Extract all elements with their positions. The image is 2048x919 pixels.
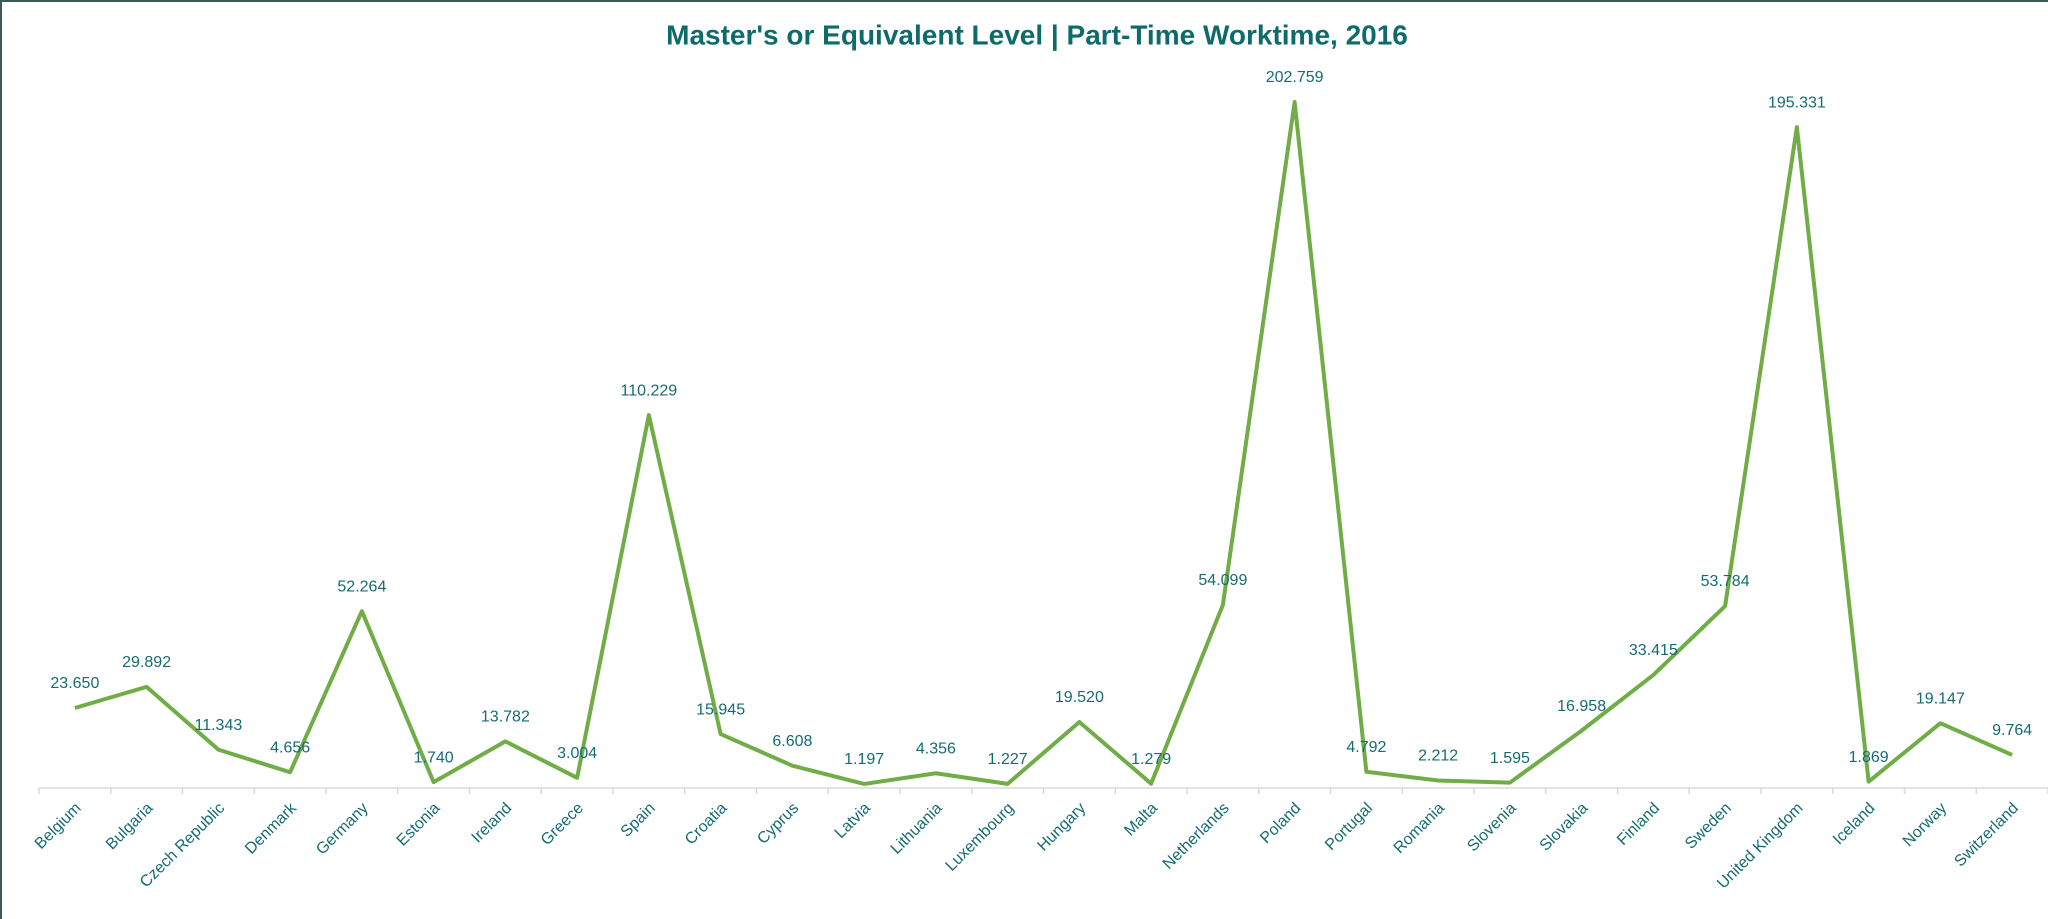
x-tick-label: Croatia: [682, 800, 731, 849]
x-tick-label: Romania: [1391, 800, 1448, 857]
data-label: 19.147: [1916, 690, 1965, 707]
x-tick-label: Netherlands: [1160, 800, 1233, 873]
x-tick-label: Portugal: [1322, 800, 1376, 854]
x-tick-label: Ireland: [469, 800, 516, 847]
data-label: 3.004: [557, 745, 597, 762]
data-label: 1.869: [1849, 749, 1889, 766]
x-tick-label: Denmark: [242, 799, 301, 858]
data-label: 23.650: [50, 675, 99, 692]
x-tick-label: Luxembourg: [943, 800, 1018, 875]
x-tick-label: Lithuania: [888, 800, 946, 858]
data-label: 195.331: [1768, 94, 1826, 111]
data-label: 6.608: [772, 733, 812, 750]
x-tick-label: Cyprus: [754, 800, 802, 848]
x-tick-label: Belgium: [32, 800, 85, 853]
data-label: 110.229: [621, 382, 678, 399]
data-label: 54.099: [1198, 572, 1247, 589]
data-line: [74, 99, 2013, 786]
x-tick-label: Germany: [313, 800, 372, 859]
x-tick-label: Slovenia: [1464, 800, 1520, 856]
data-label: 1.197: [844, 751, 884, 768]
data-label: 15.945: [696, 701, 745, 718]
data-label: 19.520: [1055, 689, 1104, 706]
x-tick-label: Malta: [1121, 800, 1161, 840]
x-tick-label: Latvia: [832, 800, 874, 842]
data-label: 16.958: [1557, 698, 1606, 715]
x-tick-label: Slovakia: [1537, 800, 1592, 855]
x-tick-label: Iceland: [1830, 800, 1879, 849]
x-tick-label: Greece: [538, 800, 587, 849]
data-label: 13.782: [481, 709, 530, 726]
data-label: 1.595: [1490, 750, 1530, 767]
x-tick-label: Switzerland: [1951, 800, 2022, 871]
data-label: 1.740: [414, 749, 454, 766]
x-tick-label: Bulgaria: [103, 800, 157, 854]
x-tick-label: Estonia: [394, 800, 444, 850]
x-tick-label: Finland: [1614, 800, 1663, 849]
data-label: 4.792: [1346, 739, 1386, 756]
data-label: 2.212: [1418, 748, 1458, 765]
data-label: 9.764: [1992, 722, 2032, 739]
data-label: 11.343: [195, 717, 243, 734]
x-tick-label: Spain: [618, 800, 659, 841]
x-tick-label: Poland: [1257, 800, 1304, 847]
data-label: 4.656: [270, 739, 310, 756]
data-label: 1.227: [988, 751, 1028, 768]
data-label: 33.415: [1629, 642, 1678, 659]
data-label: 202.759: [1266, 69, 1324, 86]
data-label: 1.279: [1131, 751, 1171, 768]
data-label: 52.264: [337, 578, 386, 595]
data-label: 29.892: [122, 654, 171, 671]
x-tick-label: Hungary: [1034, 800, 1089, 855]
chart-title: Master's or Equivalent Level | Part-Time…: [666, 19, 1408, 50]
data-label: 4.356: [916, 740, 956, 757]
x-tick-label: Sweden: [1682, 800, 1735, 853]
x-tick-label: Norway: [1900, 800, 1950, 850]
data-label: 53.784: [1701, 573, 1750, 590]
